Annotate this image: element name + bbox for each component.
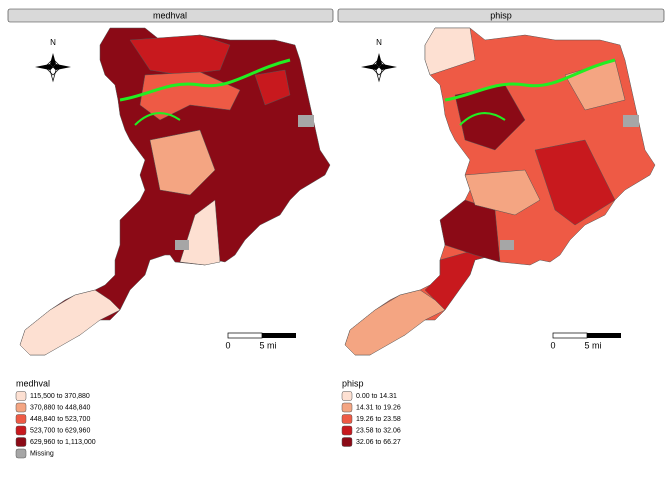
scale-bar xyxy=(227,332,263,339)
legend-label: 32.06 to 66.27 xyxy=(356,439,401,446)
legend-swatch xyxy=(341,391,353,401)
map xyxy=(19,27,331,356)
legend-label: 629,960 to 1,113,000 xyxy=(30,439,96,446)
legend-label: 115,500 to 370,880 xyxy=(30,393,90,400)
panel-title: medhval xyxy=(153,10,187,20)
legend: medhval 115,500 to 370,880 370,880 to 448,… xyxy=(15,378,96,459)
legend-label: 523,700 to 629,960 xyxy=(30,427,90,434)
legend-title: medhval xyxy=(16,378,50,388)
scale-bar xyxy=(587,333,621,338)
legend-swatch xyxy=(15,402,27,413)
scale-bar xyxy=(552,332,588,339)
legend-swatch xyxy=(341,425,353,436)
legend-label: 0.00 to 14.31 xyxy=(356,393,397,400)
panel-header xyxy=(337,8,665,23)
legend-label: 14.31 to 19.26 xyxy=(356,404,401,411)
scale-label: 0 xyxy=(225,340,230,350)
legend-label: 19.26 to 23.58 xyxy=(356,416,401,423)
legend-swatch xyxy=(341,402,353,413)
panel-header xyxy=(7,8,334,23)
legend-label: 370,880 to 448,840 xyxy=(30,404,90,411)
legend-swatch xyxy=(15,448,27,459)
scale-label: 5 mi xyxy=(584,340,601,350)
legend-swatch xyxy=(15,391,27,401)
legend-swatch xyxy=(15,425,27,436)
panel-title: phisp xyxy=(490,10,512,20)
north-label: N xyxy=(376,38,382,47)
map xyxy=(344,27,656,356)
legend-label: Missing xyxy=(30,450,54,457)
legend-swatch xyxy=(15,437,27,447)
legend-label: 23.58 to 32.06 xyxy=(356,427,401,434)
legend: phisp 0.00 to 14.31 14.31 to 19.26 19.26 to… xyxy=(341,378,401,447)
scale-bar xyxy=(262,333,296,338)
scale-label: 0 xyxy=(550,340,555,350)
north-label: N xyxy=(50,38,56,47)
legend-label: 448,840 to 523,700 xyxy=(30,416,90,423)
panel: medhval N 0 5 mi medhval 115,500 to 370,8… xyxy=(7,8,334,459)
legend-swatch xyxy=(341,437,353,447)
legend-swatch xyxy=(15,414,27,424)
legend-swatch xyxy=(341,414,353,424)
panel: phisp N 0 5 mi phisp 0.00 to 14.31 14.31 t… xyxy=(337,8,665,447)
legend-title: phisp xyxy=(342,378,364,388)
scale-label: 5 mi xyxy=(259,340,276,350)
